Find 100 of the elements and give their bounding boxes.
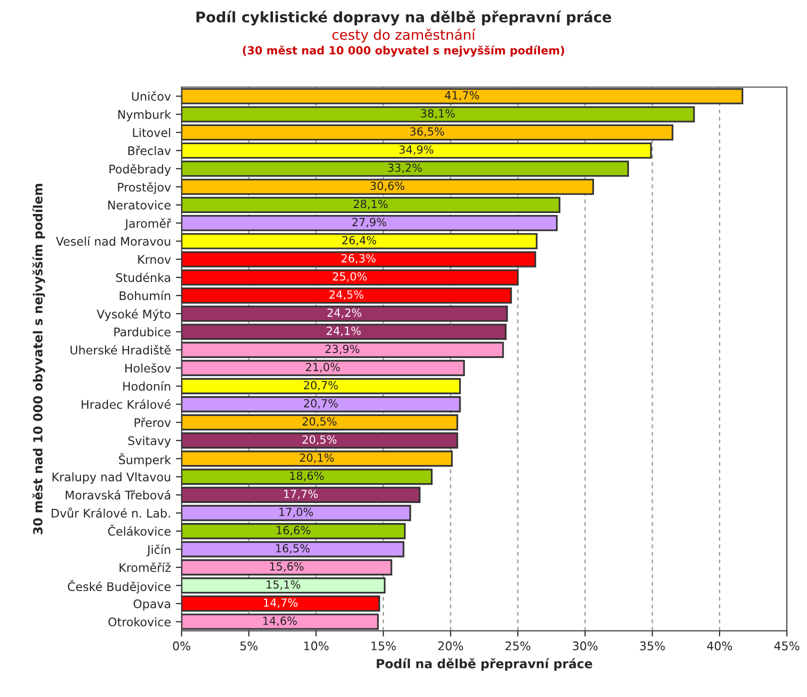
y-tick-label: Holešov [125,363,171,373]
data-label: 26,4% [342,236,376,246]
y-tick-label: Uherské Hradiště [70,344,171,355]
x-tick-label: 15% [372,641,396,650]
y-tick-label: Pardubice [114,327,171,336]
bar [182,614,379,630]
x-tick-label: 40% [707,641,732,650]
y-tick-label: Prostějov [118,182,171,194]
data-label: 16,6% [276,526,310,536]
bar [182,251,536,268]
y-tick-label: České Budějovice [68,580,171,594]
y-tick-label: Svitavy [128,436,171,448]
bar [182,577,386,594]
data-label: 14,7% [264,598,298,608]
y-tick-label: Bohumín [120,290,170,300]
bar [182,486,420,503]
y-tick-label: Jaroměř [124,218,172,230]
data-label: 41,7% [444,91,480,101]
data-label: 21,0% [306,362,340,372]
y-axis-title: 30 měst nad 10 000 obyvatel s nejvyšším podílem [32,184,46,534]
y-tick-label: Poděbrady [110,164,171,176]
chart-subtitle: cesty do zaměstnání [332,28,476,43]
y-tick-label: Čelákovice [108,524,171,536]
data-label: 15,6% [270,562,304,572]
data-label: 20,1% [300,453,334,463]
bar [182,541,404,558]
data-label: 17,7% [284,490,318,500]
data-label: 34,9% [399,145,434,155]
data-label: 20,5% [302,417,336,427]
data-label: 26,3% [342,254,376,264]
data-label: 28,1% [354,200,388,210]
bar [182,596,380,612]
bar [182,269,519,286]
x-tick-label: 10% [304,641,329,650]
y-tick-label: Krnov [138,255,171,264]
bar [182,287,512,304]
data-label: 27,9% [352,218,386,228]
bar [182,233,538,250]
data-label: 18,6% [290,472,324,482]
bar [182,450,453,467]
bar [182,360,465,376]
bar [182,142,652,159]
y-tick-label: Opava [134,599,170,611]
bar [182,342,504,358]
data-label: 17,0% [279,508,313,518]
bar [182,468,433,485]
data-label: 20,5% [302,435,336,445]
chart-title: Podíl cyklistické dopravy na dělbě přepravní práce [196,10,612,26]
y-tick-label: Nymburk [118,110,172,122]
data-label: 23,9% [325,344,360,354]
x-tick-label: 20% [438,641,464,650]
y-tick-label: Přerov [134,417,171,428]
data-label: 36,5% [410,127,444,137]
data-label: 14,6% [263,616,297,626]
y-tick-label: Hodonín [123,381,170,391]
y-tick-label: Kroměříž [120,562,171,572]
data-label: 25,0% [332,272,367,282]
x-tick-label: 0% [172,641,190,650]
data-label: 20,7% [304,380,338,390]
y-tick-label: Studénka [116,272,170,282]
y-tick-label: Otrokovice [108,617,171,626]
bar [182,396,461,412]
bar [182,378,461,394]
data-label: 30,6% [370,182,404,192]
data-label: 15,1% [266,580,300,590]
y-tick-label: Jičín [146,544,170,556]
y-tick-label: Vysoké Mýto [96,308,171,321]
y-tick-label: Uničov [132,91,171,101]
y-tick-label: Kralupy nad Vltavou [52,472,170,484]
x-tick-label: 30% [572,641,598,650]
y-tick-label: Hradec Králové [82,399,171,409]
bar [182,214,558,232]
bar [182,432,458,449]
x-tick-label: 25% [506,641,530,650]
y-tick-label: Šumperk [119,453,172,467]
y-tick-label: Břeclav [128,146,171,156]
y-tick-label: Moravská Třebová [66,490,170,500]
x-axis-title: Podíl na dělbě přepravní práce [376,658,592,671]
data-label: 24,2% [327,308,362,318]
x-tick-label: 35% [640,641,665,650]
bar [182,504,412,522]
data-label: 16,5% [276,544,310,554]
bar [182,124,674,141]
y-tick-label: Neratovice [108,200,171,210]
bar [182,324,507,340]
bar [182,523,406,540]
bar [182,559,392,576]
data-label: 33,2% [388,163,422,174]
data-label: 20,7% [304,399,338,409]
y-tick-label: Dvůr Králové n. Lab. [52,507,170,518]
x-tick-label: 45% [774,641,800,650]
y-tick-label: Litovel [133,128,170,138]
bar [182,196,560,213]
data-label: 24,1% [326,326,361,336]
data-label: 24,5% [330,290,364,300]
x-tick-label: 5% [240,641,258,650]
bar [182,306,508,322]
text: (30 měst nad 10 000 obyvatel s nejvyšším podílem) [242,45,564,57]
data-label: 38,1% [420,109,455,119]
y-tick-label: Veselí nad Moravou [56,236,170,246]
